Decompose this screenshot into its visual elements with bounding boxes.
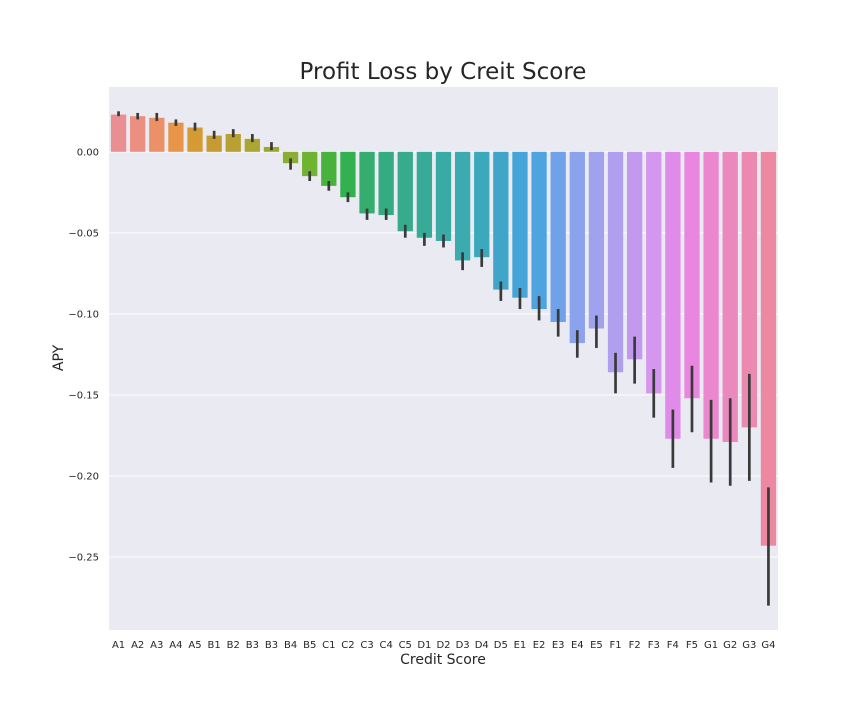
x-tick-label: F5 [686,640,698,651]
y-tick-label: −0.20 [68,472,99,483]
x-tick-label: E1 [514,640,527,651]
x-tick-label: G3 [742,640,756,651]
chart-title: Profit Loss by Creit Score [300,59,587,85]
bar [168,122,184,152]
y-axis-label: APY [51,344,67,371]
bar [378,151,394,216]
x-tick-label: B2 [227,640,240,651]
bar [454,151,471,261]
bar [340,151,356,198]
x-tick-label: B3 [246,640,259,651]
bar [435,151,452,241]
y-tick-label: −0.25 [68,553,99,564]
bar [703,151,719,439]
x-tick-label: A4 [169,640,182,651]
bar [550,151,566,323]
bar [569,151,585,344]
x-tick-label: G1 [704,640,718,651]
bar [512,151,528,298]
bar [741,151,757,428]
x-tick-label: F1 [609,640,621,651]
bar [110,114,127,152]
x-tick-label: F2 [629,640,641,651]
x-tick-label: D2 [436,640,450,651]
x-tick-label: E3 [552,640,565,651]
bar [722,151,738,442]
y-tick-label: 0.00 [77,147,99,158]
bar [302,151,318,177]
x-tick-label: C5 [399,640,412,651]
x-tick-label: D5 [494,640,508,651]
x-tick-label: F4 [667,640,679,651]
x-tick-label: G2 [723,640,737,651]
bar [359,151,375,214]
bar [531,151,547,310]
x-tick-label: A3 [150,640,163,651]
bar [493,151,509,290]
x-tick-label: E4 [571,640,584,651]
x-axis-label: Credit Score [400,652,486,668]
bar [588,151,605,329]
bar [684,151,700,399]
bar [607,151,624,373]
bar [206,135,222,152]
bar [474,151,490,258]
x-tick-label: D4 [475,640,489,651]
x-tick-label: A2 [131,640,144,651]
bar [416,151,433,238]
x-tick-label: E2 [533,640,546,651]
bar [626,151,643,360]
bar [130,116,146,152]
bars [110,114,777,546]
x-tick-label: B5 [303,640,316,651]
error-bars [117,111,770,606]
y-tick-label: −0.10 [68,309,99,320]
x-tick-label: B1 [208,640,221,651]
x-tick-label: C2 [341,640,354,651]
bar [397,151,413,232]
x-tick-label: B4 [284,640,297,651]
x-tick-label: F3 [648,640,660,651]
bar [244,138,261,152]
x-tick-label: E5 [590,640,603,651]
bar [760,151,777,546]
x-tick-label: A5 [188,640,201,651]
bar [149,117,165,152]
y-tick-labels: 0.00 −0.05 −0.10 −0.15 −0.20 −0.25 [68,147,99,563]
bar [665,151,681,439]
bar [187,127,203,152]
x-tick-label: G4 [761,640,775,651]
x-tick-label: D1 [417,640,431,651]
y-tick-label: −0.05 [68,228,99,239]
y-tick-label: −0.15 [68,390,99,401]
x-tick-label: C4 [379,640,392,651]
bar [321,151,337,186]
x-tick-label: A1 [112,640,125,651]
bar [225,134,241,152]
x-tick-label: C1 [322,640,335,651]
x-tick-label: B3 [265,640,278,651]
x-tick-labels: A1 A2 A3 A4 A5 B1 B2 B3 B3 B4 B5 C1 C2 C3 C4 C5 D1 D2 D3 D4… [112,640,776,651]
bar [646,151,662,394]
x-tick-label: D3 [456,640,470,651]
x-tick-label: C3 [360,640,373,651]
bar [282,151,299,164]
